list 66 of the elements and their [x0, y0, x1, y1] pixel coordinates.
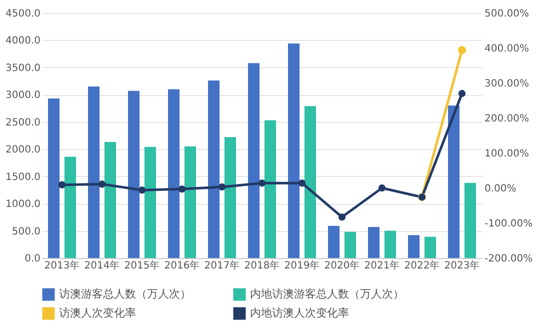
y-tick-label: 2000.0	[6, 144, 40, 156]
bar	[104, 142, 116, 258]
y-tick-label: 2500.0	[6, 117, 40, 128]
bar	[288, 43, 300, 258]
legend-label: 访澳游客总人数（万人次）	[59, 288, 191, 301]
bar	[184, 146, 196, 258]
x-tick-label: 2022年	[404, 260, 440, 272]
point	[258, 180, 266, 187]
y-tick-label: 1500.0	[6, 172, 40, 183]
bar	[64, 156, 76, 258]
x-tick-label: 2018年	[244, 260, 280, 272]
legend-label: 内地访澳游客总人数（万人次）	[250, 288, 404, 301]
y-tick-label: 0.0	[24, 254, 40, 264]
y-tick-label: 500.0	[12, 226, 40, 238]
x-tick-label: 2019年	[284, 260, 320, 272]
x-tick-label: 2021年	[364, 260, 400, 272]
y-tick-label: 4500.0	[6, 8, 40, 20]
bar	[224, 137, 236, 258]
y2-tick-label: 400.00%	[484, 44, 529, 54]
point	[298, 180, 306, 187]
bar	[208, 80, 220, 258]
bar	[344, 232, 356, 258]
bar	[424, 236, 436, 258]
bar	[408, 235, 420, 258]
y-tick-label: 3500.0	[6, 62, 40, 74]
bar	[128, 90, 140, 258]
y2-tick-label: 0.00%	[484, 184, 516, 194]
point	[178, 185, 186, 193]
bar	[88, 86, 100, 258]
bar	[328, 226, 340, 258]
x-tick-label: 2013年	[44, 260, 80, 272]
bar	[304, 106, 316, 258]
y2-tick-label: 100.00%	[484, 148, 529, 160]
bar	[264, 120, 276, 258]
x-tick-label: 2015年	[124, 260, 160, 272]
bar	[384, 230, 396, 258]
point	[458, 90, 466, 98]
x-tick-label: 2016年	[164, 260, 200, 272]
bar	[168, 89, 180, 258]
legend-label: 内地访澳人次变化率	[250, 306, 349, 320]
y-tick-label: 4000.0	[6, 36, 40, 47]
point	[218, 183, 226, 191]
bar	[144, 146, 156, 258]
x-tick-label: 2014年	[84, 260, 120, 272]
point	[378, 184, 386, 192]
bar	[464, 182, 476, 258]
point	[98, 180, 106, 188]
point	[138, 186, 146, 194]
x-tick-label: 2017年	[204, 260, 240, 272]
point	[338, 213, 346, 221]
x-tick-label: 2020年	[324, 260, 360, 272]
y2-tick-label: 200.00%	[484, 114, 529, 124]
x-tick-label: 2023年	[444, 260, 480, 272]
y-tick-label: 1000.0	[6, 199, 40, 210]
bar	[248, 63, 260, 258]
y2-tick-label: -200.00%	[484, 254, 533, 264]
y2-tick-label: -100.00%	[484, 218, 533, 230]
point	[458, 46, 466, 54]
bar	[448, 106, 460, 258]
bar	[368, 226, 380, 258]
point	[58, 181, 66, 188]
legend-label: 访澳人次变化率	[59, 306, 136, 320]
y2-tick-label: 300.00%	[484, 78, 529, 90]
y-tick-label: 3000.0	[6, 90, 40, 102]
bar	[48, 98, 60, 258]
y2-tick-label: 500.00%	[484, 8, 529, 20]
